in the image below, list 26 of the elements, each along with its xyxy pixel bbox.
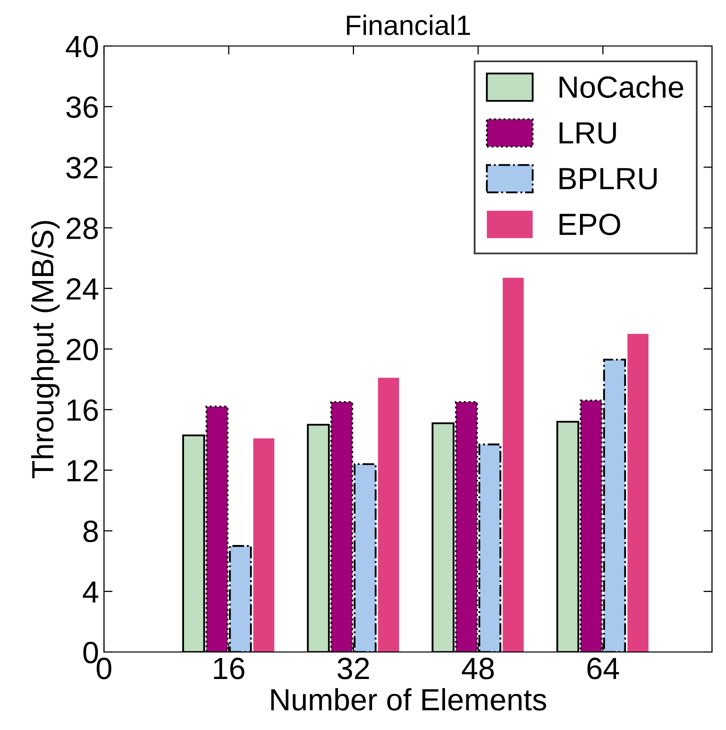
chart-title: Financial1 [346, 14, 470, 36]
y-tick-label: 4 [82, 581, 98, 602]
y-tick-label: 28 [66, 218, 98, 240]
y-axis-title: Throughput (MB/S) [31, 220, 60, 478]
y-tick-label: 36 [66, 96, 98, 118]
x-tick-label: 32 [338, 658, 369, 680]
x-axis-title: Number of Elements [271, 688, 546, 711]
x-tick-label: 64 [587, 658, 619, 680]
bar [502, 278, 524, 652]
y-tick-label: 20 [66, 338, 98, 360]
legend-label: LRU [560, 122, 616, 144]
legend-label: EPO [560, 214, 620, 236]
y-tick-label: 40 [66, 36, 98, 58]
legend-label: BPLRU [560, 168, 657, 190]
x-tick-label: 16 [214, 658, 244, 680]
bar [627, 334, 648, 652]
y-tick-label: 8 [83, 520, 98, 542]
y-tick-label: 0 [83, 642, 98, 664]
bar [253, 438, 274, 652]
y-tick-label: 12 [67, 460, 98, 482]
x-tick-label: 48 [462, 658, 494, 680]
y-tick-label: 32 [66, 156, 98, 179]
y-tick-label: 24 [66, 278, 98, 300]
legend-label: NoCache [560, 75, 684, 98]
y-tick-label: 16 [67, 399, 98, 421]
bar [378, 378, 400, 652]
